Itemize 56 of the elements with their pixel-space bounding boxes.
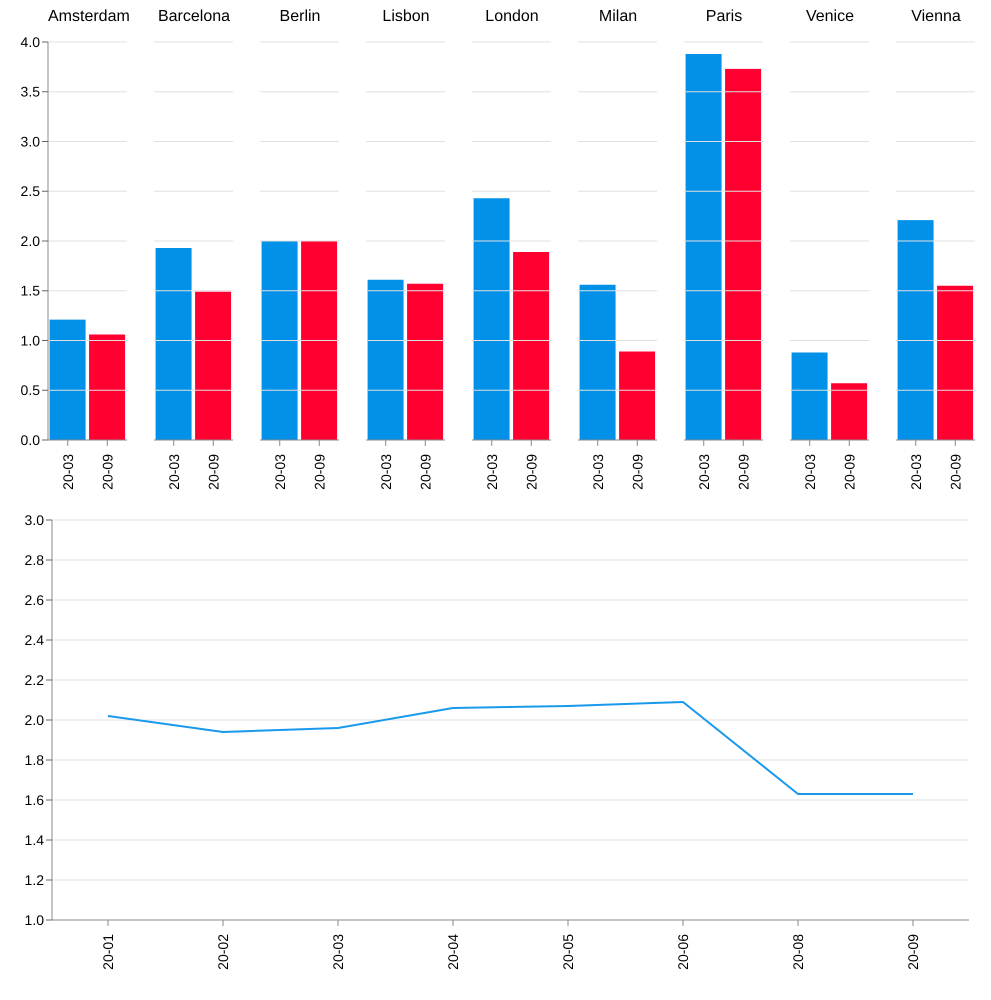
x-tick-label: 20-09 (417, 454, 434, 490)
y-tick-label: 2.6 (24, 592, 44, 608)
x-tick-label: 20-09 (205, 454, 222, 490)
y-tick-label: 4.0 (20, 34, 40, 50)
x-tick-label: 20-02 (215, 934, 231, 970)
x-tick-label: 20-09 (99, 454, 116, 490)
x-tick-label: 20-09 (629, 454, 646, 490)
x-tick-label: 20-03 (166, 454, 182, 490)
x-tick-label: 20-03 (696, 454, 712, 490)
y-tick-label: 1.0 (20, 332, 40, 348)
x-tick-label: 20-03 (484, 454, 500, 490)
y-tick-label: 3.5 (20, 84, 40, 100)
y-tick-label: 3.0 (24, 512, 44, 528)
x-tick-label: 20-03 (802, 454, 818, 490)
x-tick-label: 20-06 (675, 934, 691, 970)
y-tick-label: 2.4 (24, 632, 44, 648)
chart-title: Paris (704, 8, 744, 27)
x-tick-label: 20-03 (60, 454, 76, 490)
x-tick-label: 20-03 (378, 454, 394, 490)
x-tick-label: 20-03 (272, 454, 288, 490)
y-tick-label: 1.8 (24, 752, 44, 768)
y-tick-label: 1.2 (24, 872, 44, 888)
y-tick-label: 2.0 (20, 232, 40, 249)
chart-title: Milan (598, 8, 638, 27)
x-tick-label: 20-09 (841, 454, 858, 490)
y-tick-label: 2.5 (20, 183, 40, 200)
x-tick-label: 20-03 (330, 934, 346, 970)
chart-title: Berlin (278, 8, 322, 27)
y-tick-label: 2.2 (24, 672, 44, 688)
x-tick-label: 20-09 (947, 454, 964, 490)
x-tick-label: 20-09 (905, 934, 921, 970)
x-tick-label: 20-05 (560, 934, 576, 970)
y-tick-label: 1.5 (20, 282, 40, 299)
line-series (107, 701, 914, 795)
x-tick-label: 20-03 (908, 454, 924, 490)
y-tick-label: 1.4 (24, 832, 44, 848)
y-tick-label: 0.0 (20, 432, 40, 448)
chart-title: Vienna (910, 8, 962, 27)
chart-title: Barcelona (156, 8, 232, 27)
y-tick-label: 3.0 (20, 133, 40, 150)
chart-title: Amsterdam (48, 8, 130, 27)
x-tick-label: 20-09 (735, 454, 752, 490)
x-tick-label: 20-03 (590, 454, 606, 490)
x-tick-label: 20-08 (790, 934, 806, 970)
y-tick-label: 2.0 (24, 712, 44, 728)
x-tick-label: 20-04 (445, 934, 461, 970)
x-tick-label: 20-09 (523, 454, 540, 490)
y-tick-label: 1.6 (24, 792, 44, 808)
chart-title: Venice (804, 8, 856, 27)
y-tick-label: 1.0 (24, 912, 44, 928)
x-tick-label: 20-09 (311, 454, 328, 490)
y-tick-label: 0.5 (20, 382, 40, 398)
y-tick-label: 2.8 (24, 552, 44, 568)
chart-title: Lisbon (381, 8, 431, 27)
x-tick-label: 20-01 (100, 934, 116, 970)
chart-title: London (484, 8, 540, 27)
